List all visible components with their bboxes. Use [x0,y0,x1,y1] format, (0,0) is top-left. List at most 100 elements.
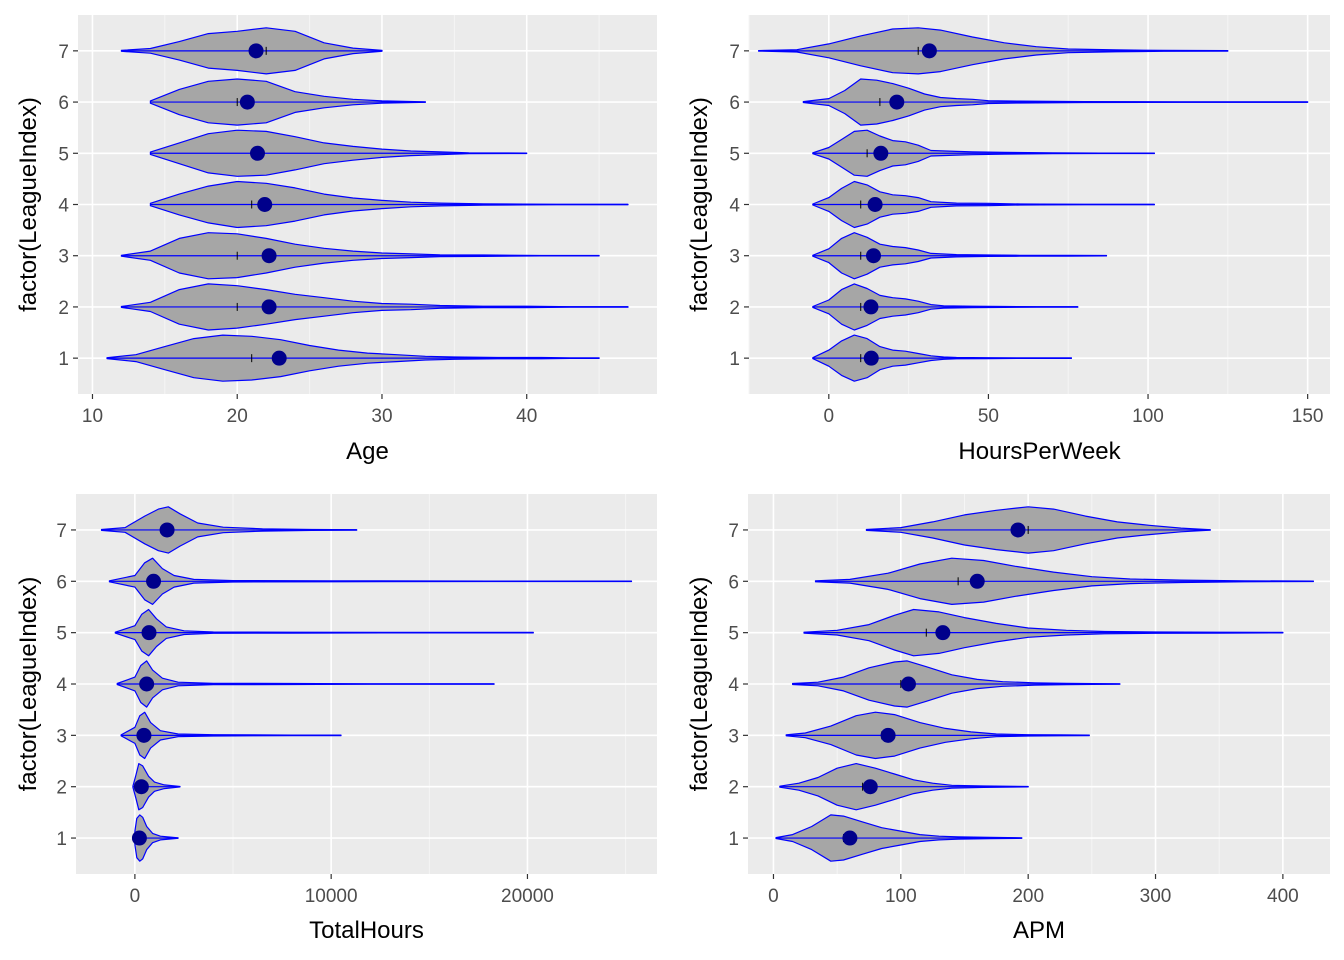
hoursperweek-violin-panel: 1 2 3 4 5 6 7 0 50 100 150 HoursPerWeek factor(Leagu… [686,15,1330,465]
mean-point [866,248,881,264]
x-tick-label: 400 [1267,886,1299,907]
y-tick-label: 6 [729,93,740,114]
y-tick-label: 7 [56,521,67,542]
violin-level-3 [120,711,342,760]
mean-point [131,830,147,846]
x-axis-title: APM [1013,917,1065,944]
mean-point [261,299,277,315]
y-tick-label: 3 [729,247,740,268]
violin-level-3 [120,232,600,280]
y-tick-label: 4 [728,675,739,696]
violin-level-1 [106,334,600,382]
x-tick-label: 20000 [501,886,554,907]
violin-level-7 [120,27,383,75]
violin-level-2 [120,283,629,331]
x-axis-title: TotalHours [309,917,424,944]
x-tick-label: 50 [978,406,999,427]
violin-level-1 [812,334,1072,382]
mean-point [146,573,162,589]
y-tick-label: 1 [728,829,739,850]
x-tick-label: 100 [1132,406,1164,427]
x-tick-label: 200 [1012,886,1044,907]
y-tick-label: 3 [56,726,67,747]
violin-level-6 [802,78,1309,126]
x-tick-label: 0 [824,406,835,427]
y-tick-label: 5 [58,144,69,165]
mean-point [873,145,889,161]
y-tick-label: 7 [728,521,739,542]
violin-level-4 [792,660,1121,708]
violin-level-5 [149,129,528,177]
violin-level-4 [149,180,629,229]
mean-point [1010,522,1026,538]
violin-level-5 [812,129,1155,177]
age-violin-panel: 1 2 3 4 5 6 7 10 20 30 40 Age factor(LeagueIndex) [15,15,657,465]
violin-level-3 [812,232,1108,280]
x-tick-label: 0 [130,886,141,907]
mean-point [133,779,149,795]
mean-point [880,727,896,743]
violin-level-2 [132,763,181,811]
x-tick-label: 300 [1140,886,1172,907]
y-tick-label: 5 [728,624,739,645]
violin-level-2 [779,763,1029,811]
mean-point [921,43,937,59]
y-tick-label: 6 [56,572,67,593]
y-tick-label: 2 [58,298,69,319]
violin-level-5 [114,608,534,657]
mean-point [239,94,255,110]
x-axis-title: HoursPerWeek [958,438,1121,465]
violin-level-4 [116,660,495,708]
y-axis-title: factor(LeagueIndex) [15,97,42,312]
mean-point [159,522,175,538]
y-tick-label: 1 [56,829,67,850]
mean-point [136,727,152,743]
mean-point [257,197,273,212]
mean-point [261,248,277,264]
x-tick-label: 10 [82,406,103,427]
mean-point [867,197,883,212]
violin-level-1 [775,814,1023,862]
mean-point [935,625,951,641]
mean-point [139,676,155,692]
violin-level-1 [131,814,179,862]
mean-point [248,43,264,59]
y-axis-title: factor(LeagueIndex) [686,97,713,312]
violin-level-7 [865,506,1211,554]
mean-point [842,830,858,846]
totalhours-violin-panel: 1 2 3 4 5 6 7 0 10000 20000 TotalHours factor(Leagu… [15,494,657,944]
y-tick-label: 2 [729,298,740,319]
violin-level-7 [100,506,358,554]
x-tick-label: 30 [371,406,392,427]
y-axis-title: factor(LeagueIndex) [686,577,713,792]
apm-violin-panel: 1 2 3 4 5 6 7 0 100 200 300 400 APM factor(LeagueInde… [686,494,1330,944]
violin-level-5 [803,608,1284,657]
mean-point [900,676,916,692]
y-tick-label: 1 [58,349,69,370]
x-tick-label: 150 [1292,406,1324,427]
violin-level-6 [108,557,633,605]
violin-level-3 [785,711,1090,760]
y-tick-label: 5 [56,624,67,645]
y-tick-label: 6 [58,93,69,114]
violin-level-7 [758,27,1229,75]
y-tick-label: 4 [729,196,740,217]
y-tick-label: 7 [58,42,69,63]
violin-level-6 [814,557,1314,605]
x-tick-label: 20 [227,406,248,427]
x-axis-title: Age [346,438,389,465]
x-tick-label: 40 [516,406,537,427]
y-axis-title: factor(LeagueIndex) [15,577,42,792]
mean-point [863,299,879,315]
violin-level-2 [812,283,1079,331]
mean-point [969,573,985,589]
y-tick-label: 2 [56,778,67,799]
y-tick-label: 6 [728,572,739,593]
y-tick-label: 3 [58,247,69,268]
y-tick-label: 7 [729,42,740,63]
mean-point [863,350,879,366]
y-tick-label: 4 [58,196,69,217]
mean-point [271,350,287,366]
y-tick-label: 4 [56,675,67,696]
